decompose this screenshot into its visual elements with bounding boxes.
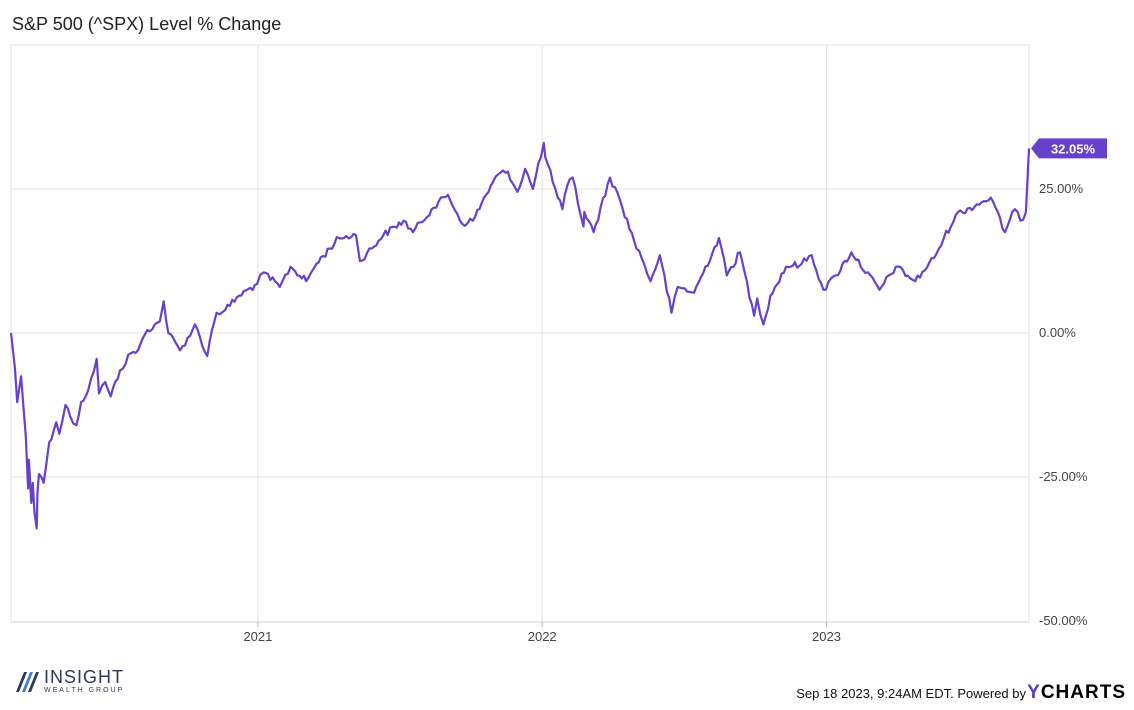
ycharts-logo-y: Y <box>1027 682 1041 703</box>
series-lines <box>9 141 1031 530</box>
footer-timestamp: Sep 18 2023, 9:24AM EDT. Powered by <box>796 686 1026 701</box>
last-value-badge: 32.05% <box>1031 138 1107 159</box>
grid-lines <box>10 44 1030 622</box>
logo-subtitle: WEALTH GROUP <box>44 687 125 694</box>
ycharts-logo[interactable]: YCHARTS <box>1027 682 1126 704</box>
y-tick-label: 0.00% <box>1039 325 1076 340</box>
ycharts-logo-text: CHARTS <box>1040 682 1126 703</box>
x-tick-label: 2023 <box>812 629 841 644</box>
last-value-label: 32.05% <box>1051 141 1096 156</box>
logo-name: INSIGHT <box>44 667 125 687</box>
y-tick-label: -50.00% <box>1039 613 1088 628</box>
y-tick-label: -25.00% <box>1039 469 1088 484</box>
axes: 25.00% 0.00% -25.00% -50.00% 2021 2022 2023 <box>11 181 1088 644</box>
last-value-badge-shape <box>1031 138 1107 159</box>
x-tick-label: 2021 <box>243 629 272 644</box>
insight-logo-mark-icon <box>16 672 39 692</box>
y-tick-label: 25.00% <box>1039 181 1084 196</box>
chart-title: S&P 500 (^SPX) Level % Change <box>12 14 282 34</box>
chart-area: 25.00% 0.00% -25.00% -50.00% 2021 2022 2023 32… <box>9 44 1107 644</box>
series-line <box>9 141 1031 530</box>
x-tick-label: 2022 <box>528 629 557 644</box>
